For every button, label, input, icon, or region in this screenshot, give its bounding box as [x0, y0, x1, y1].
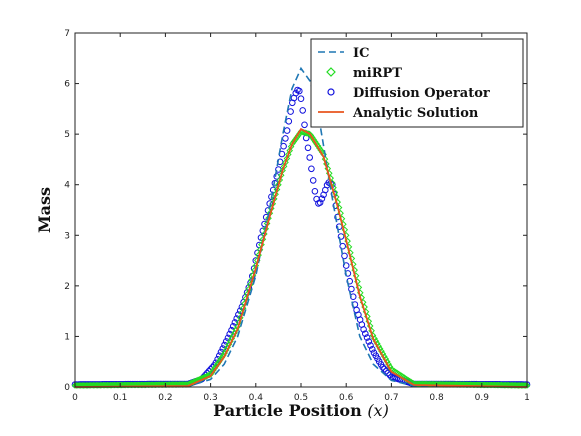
data-point [292, 136, 299, 143]
x-axis-label: Particle Position (x) [213, 401, 389, 420]
series-analytic-solution [74, 127, 528, 388]
data-point [129, 381, 137, 389]
x-tick-label: 0.6 [339, 393, 354, 403]
series-line [74, 66, 528, 388]
data-point [95, 381, 103, 389]
data-point [365, 338, 373, 345]
data-point [381, 365, 388, 373]
data-point [282, 159, 289, 166]
data-point [297, 95, 305, 102]
data-point [382, 367, 390, 375]
x-tick-label: 0 [72, 393, 78, 403]
data-point [299, 107, 307, 114]
data-point [339, 242, 347, 250]
legend-label: Analytic Solution [352, 106, 479, 121]
legend-label: IC [353, 46, 369, 61]
data-point [316, 199, 324, 206]
data-point [337, 233, 345, 240]
data-point [280, 163, 288, 170]
x-axis-label-var: (x) [367, 401, 389, 420]
x-tick-label: 0.3 [203, 393, 217, 403]
legend-entry: Analytic Solution [318, 106, 479, 121]
data-point [108, 381, 116, 389]
legend-swatch [327, 88, 335, 96]
data-point [285, 118, 293, 125]
y-axis-label: Mass [35, 187, 54, 233]
data-point [309, 177, 317, 184]
data-point [318, 195, 326, 202]
legend-label: miRPT [353, 66, 402, 81]
legend-entry: IC [318, 46, 369, 61]
data-point [191, 377, 199, 385]
data-point [348, 285, 355, 293]
data-point [362, 330, 369, 338]
y-tick-label: 6 [64, 80, 70, 90]
data-point [190, 378, 198, 386]
series-ic [74, 66, 528, 388]
x-tick-label: 0.5 [294, 393, 308, 403]
legend-box [310, 38, 524, 128]
data-point [293, 134, 301, 141]
x-tick-label: 0.1 [113, 393, 127, 403]
data-point [384, 369, 392, 377]
legend-label: Diffusion Operator [353, 86, 490, 101]
data-point [283, 127, 291, 134]
data-point [233, 315, 240, 322]
data-point [296, 87, 303, 95]
data-point [84, 382, 92, 389]
legend-swatch [326, 67, 336, 77]
x-tick-label: 0.2 [158, 393, 172, 403]
y-tick-label: 5 [64, 130, 70, 140]
x-tick-label: 1 [524, 393, 530, 403]
data-point [231, 319, 239, 326]
data-point [363, 334, 371, 341]
data-point [280, 142, 287, 150]
data-point [200, 374, 207, 381]
data-point [106, 381, 114, 389]
data-point [341, 252, 348, 260]
data-point [283, 155, 291, 162]
data-point [188, 379, 196, 386]
data-point [369, 346, 376, 353]
legend-entry: miRPT [326, 66, 402, 81]
series-mirpt [71, 128, 531, 389]
data-point [367, 342, 374, 349]
ticks-layer: 0 0.1 0.2 0.3 0.4 0.5 0.6 0.7 0.8 0.9 1 0 1 2 3 4 5 6 7 [64, 29, 530, 403]
x-axis-label-main: Particle Position [213, 401, 362, 420]
data-point [311, 188, 319, 195]
series-line [74, 127, 528, 388]
y-tick-label: 2 [64, 282, 70, 292]
data-point [379, 363, 387, 371]
legend: IC miRPT Diffusion Operator Analytic Soluti… [310, 38, 524, 128]
y-tick-label: 4 [64, 181, 70, 191]
data-point [301, 121, 308, 129]
y-tick-label: 1 [64, 332, 70, 342]
x-tick-label: 0.4 [249, 393, 264, 403]
data-point [282, 135, 289, 142]
data-point [342, 262, 350, 269]
y-tick-label: 3 [64, 231, 70, 241]
data-point [308, 165, 315, 173]
data-point [204, 372, 212, 379]
data-point [201, 373, 209, 381]
data-point [304, 144, 312, 152]
data-point [287, 108, 294, 115]
x-tick-label: 0.7 [384, 393, 398, 403]
x-tick-label: 0.8 [429, 393, 444, 403]
data-point [294, 132, 302, 139]
y-tick-label: 0 [64, 383, 70, 393]
data-point [290, 138, 298, 145]
data-point [306, 154, 314, 161]
data-point [119, 381, 127, 389]
data-point [198, 374, 206, 382]
data-point [360, 326, 367, 333]
x-tick-label: 0.9 [475, 393, 490, 403]
data-point [289, 140, 296, 147]
legend-entry: Diffusion Operator [327, 86, 490, 101]
data-point [523, 382, 531, 389]
y-tick-label: 7 [64, 29, 70, 39]
